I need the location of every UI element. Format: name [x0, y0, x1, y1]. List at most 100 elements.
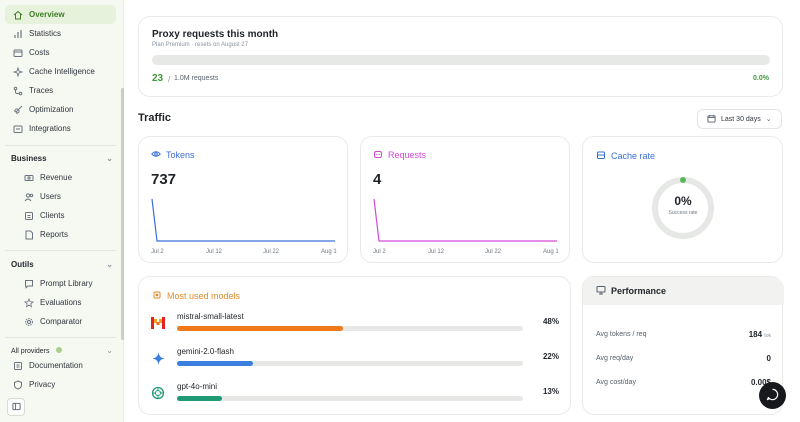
sidebar-item-label: Cache Intelligence: [29, 67, 95, 76]
section-title: Outils: [11, 260, 34, 269]
tokens-sparkline: [151, 198, 335, 242]
requests-label: Requests: [388, 150, 427, 160]
sidebar-scrollbar[interactable]: [121, 88, 124, 340]
chevron-down-icon[interactable]: ⌄: [106, 346, 113, 355]
date-range-label: Last 30 days: [721, 115, 761, 123]
sidebar-item-documentation[interactable]: Documentation: [5, 356, 116, 375]
section-business[interactable]: Business ⌄: [11, 154, 113, 163]
requests-value: 4: [373, 171, 382, 188]
model-percent: 22%: [542, 352, 559, 361]
performance-title: Performance: [611, 286, 667, 296]
model-name: gpt-4o-mini: [177, 382, 218, 391]
proxy-subtitle: Plan Premium · resets on August 27: [152, 42, 249, 48]
sidebar-item-prompt-library[interactable]: Prompt Library: [16, 274, 116, 293]
chip-icon: [152, 290, 162, 302]
message-icon: [23, 278, 35, 290]
sidebar-item-comparator[interactable]: Comparator: [16, 312, 116, 331]
metric-label: Avg cost/day: [596, 379, 636, 386]
performance-header: Performance: [583, 277, 784, 305]
model-row: gemini-2.0-flash 22%: [151, 347, 559, 377]
sidebar-item-integrations[interactable]: Integrations: [5, 119, 116, 138]
chevron-down-icon: ⌄: [765, 116, 772, 123]
clients-icon: [23, 210, 35, 222]
sidebar-item-privacy[interactable]: Privacy: [5, 375, 116, 394]
chevron-down-icon[interactable]: ⌄: [106, 260, 113, 269]
sidebar-item-evaluations[interactable]: Evaluations: [16, 293, 116, 312]
model-row: gpt-4o-mini 13%: [151, 382, 559, 412]
section-providers[interactable]: All providers ⌄: [11, 346, 113, 355]
sidebar-item-users[interactable]: Users: [16, 187, 116, 206]
sidebar-item-label: Privacy: [29, 380, 56, 389]
proxy-percent: 0.0%: [753, 75, 769, 82]
tokens-label: Tokens: [166, 150, 195, 160]
sidebar-item-label: Optimization: [29, 105, 74, 114]
sidebar-item-label: Evaluations: [40, 298, 82, 307]
section-title: Business: [11, 154, 47, 163]
sidebar-item-traces[interactable]: Traces: [5, 81, 116, 100]
ring-indicator: [680, 177, 686, 183]
eye-icon: [151, 149, 161, 161]
count-badge: [55, 346, 62, 353]
x-tick: Jul 12: [206, 249, 223, 255]
x-tick: Jul 12: [428, 249, 445, 255]
model-usage-fill: [177, 396, 222, 401]
sidebar-divider: [5, 145, 116, 146]
metric-value: 184 tok: [748, 330, 771, 339]
models-label-row: Most used models: [152, 290, 240, 302]
model-row: mistral-small-latest 48%: [151, 312, 559, 342]
most-used-models-card: Most used models mistral-small-latest 48…: [138, 276, 571, 415]
section-outils[interactable]: Outils ⌄: [11, 260, 113, 269]
proxy-separator: /: [168, 75, 171, 84]
proxy-progress-bar: [152, 55, 770, 65]
sidebar-item-label: Reports: [40, 230, 69, 239]
chevron-down-icon[interactable]: ⌄: [106, 154, 113, 163]
cache-rate-ring: [652, 177, 714, 239]
x-tick: Jul 2: [151, 249, 164, 255]
x-tick: Jul 2: [373, 249, 386, 255]
model-name: gemini-2.0-flash: [177, 347, 234, 356]
sidebar-item-label: Clients: [40, 211, 65, 220]
sidebar-item-label: Statistics: [29, 29, 62, 38]
trace-icon: [12, 85, 24, 97]
gear-icon: [23, 316, 35, 328]
proxy-requests-card: Proxy requests this month Plan Premium ·…: [138, 16, 783, 97]
requests-card: Requests 4 Jul 2 Jul 12 Jul 22 Aug 1: [360, 136, 570, 263]
gemini-logo-icon: [151, 351, 165, 365]
database-icon: [596, 150, 606, 162]
wallet-icon: [12, 47, 24, 59]
home-icon: [12, 9, 24, 21]
sidebar-item-optimization[interactable]: Optimization: [5, 100, 116, 119]
sidebar-item-revenue[interactable]: Revenue: [16, 168, 116, 187]
doc-icon: [12, 360, 24, 372]
model-usage-track: [177, 396, 523, 401]
users-icon: [23, 191, 35, 203]
proxy-title: Proxy requests this month: [152, 29, 279, 40]
metric-label: Avg req/day: [596, 355, 634, 362]
requests-sparkline: [373, 198, 557, 242]
chat-bubble-icon: [766, 388, 779, 403]
openai-logo-icon: [151, 386, 165, 400]
sidebar-item-costs[interactable]: Costs: [5, 43, 116, 62]
cache-rate-sub: Success rate: [668, 210, 698, 216]
sidebar-item-cache-intelligence[interactable]: Cache Intelligence: [5, 62, 116, 81]
tokens-label-row: Tokens: [151, 149, 195, 161]
monitor-icon: [596, 285, 606, 297]
bot-icon: [373, 149, 383, 161]
section-title: All providers: [11, 346, 62, 355]
sidebar-divider: [5, 337, 116, 338]
rocket-icon: [12, 104, 24, 116]
sidebar-item-reports[interactable]: Reports: [16, 225, 116, 244]
sidebar-item-overview[interactable]: Overview: [5, 5, 116, 24]
sidebar-collapse-button[interactable]: [7, 398, 25, 416]
tokens-value: 737: [151, 171, 177, 188]
sidebar-item-clients[interactable]: Clients: [16, 206, 116, 225]
tokens-card: Tokens 737 Jul 2 Jul 12 Jul 22 Aug 1: [138, 136, 348, 263]
cache-label-row: Cache rate: [596, 150, 655, 162]
sidebar-item-statistics[interactable]: Statistics: [5, 24, 116, 43]
x-tick: Aug 1: [543, 249, 559, 255]
sidebar-item-label: Comparator: [40, 317, 83, 326]
cache-rate-value: 0%: [674, 194, 692, 208]
chat-support-button[interactable]: [759, 382, 786, 409]
requests-label-row: Requests: [373, 149, 426, 161]
date-range-select[interactable]: Last 30 days ⌄: [697, 109, 782, 129]
